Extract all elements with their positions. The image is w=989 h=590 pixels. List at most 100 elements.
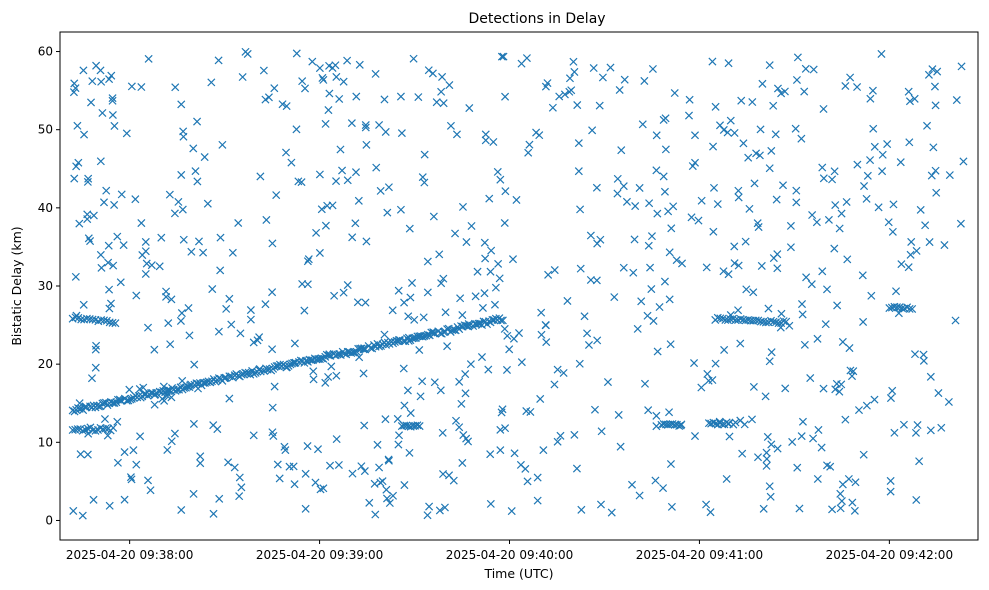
data-point (316, 485, 325, 494)
data-point (817, 443, 826, 452)
data-point (399, 364, 408, 373)
data-point (593, 239, 602, 248)
data-point (539, 446, 548, 455)
data-point (510, 449, 519, 458)
data-point (446, 121, 455, 130)
data-point (262, 215, 271, 224)
data-point (589, 64, 598, 73)
data-point (207, 78, 216, 87)
data-point (375, 342, 384, 351)
x-axis: 2025-04-20 09:38:00 2025-04-20 09:39:00 20… (66, 540, 953, 562)
data-point (559, 368, 568, 378)
data-point (105, 304, 114, 313)
data-point (163, 445, 172, 454)
data-point (951, 316, 960, 325)
data-point (319, 484, 328, 493)
data-point (576, 205, 585, 214)
data-point (414, 93, 423, 102)
data-point (836, 504, 845, 513)
data-point (491, 283, 500, 292)
data-point (758, 79, 767, 88)
data-point (868, 86, 877, 95)
data-point (779, 317, 788, 326)
data-point (269, 431, 278, 441)
data-point (484, 365, 493, 374)
x-axis-label: Time (UTC) (483, 566, 553, 581)
data-point (697, 196, 706, 205)
data-point (428, 69, 437, 78)
data-point (122, 129, 131, 138)
data-point (652, 411, 661, 420)
data-point (191, 167, 200, 176)
data-point (162, 292, 171, 301)
data-point (199, 248, 208, 257)
data-point (652, 166, 661, 175)
data-point (860, 182, 869, 191)
data-point (113, 417, 122, 426)
data-point (108, 94, 117, 103)
data-point (300, 84, 310, 93)
data-point (919, 350, 928, 359)
data-point (143, 323, 153, 332)
data-point (435, 250, 444, 259)
data-point (915, 457, 924, 466)
data-point (415, 345, 424, 355)
data-point (359, 369, 368, 378)
x-tick-label: 2025-04-20 09:41:00 (636, 548, 763, 562)
data-point (335, 94, 344, 104)
data-point (818, 267, 827, 276)
data-point (741, 237, 750, 246)
data-point (471, 292, 480, 301)
data-point (116, 396, 125, 405)
data-point (371, 69, 380, 78)
data-point (383, 208, 392, 217)
data-point (404, 333, 413, 342)
data-point (593, 336, 602, 345)
data-point (797, 432, 806, 441)
data-point (178, 376, 187, 385)
data-point (72, 162, 81, 171)
data-point (455, 377, 464, 386)
data-point (372, 163, 381, 172)
data-point (313, 445, 323, 454)
data-point (339, 288, 348, 297)
data-point (439, 470, 448, 479)
data-point (659, 115, 668, 124)
data-point (524, 148, 533, 157)
data-point (309, 375, 318, 384)
data-point (120, 448, 129, 457)
data-point (486, 267, 495, 276)
data-point (797, 134, 806, 143)
data-point (362, 140, 371, 149)
data-point (694, 216, 703, 225)
data-point (907, 237, 916, 246)
data-point (177, 170, 186, 179)
data-point (565, 74, 574, 83)
data-point (150, 400, 159, 409)
data-point (166, 340, 175, 349)
data-point (272, 191, 281, 200)
data-point (560, 90, 569, 99)
data-point (718, 314, 727, 323)
data-point (619, 263, 628, 272)
data-point (116, 278, 125, 287)
data-point (616, 442, 625, 451)
data-point (706, 508, 715, 517)
data-point (570, 67, 579, 76)
data-point (438, 72, 447, 81)
data-point (87, 374, 96, 383)
data-point (167, 295, 176, 304)
data-point (563, 296, 572, 305)
data-point (904, 87, 913, 96)
data-point (550, 380, 559, 389)
data-point (225, 294, 234, 303)
data-point (227, 320, 236, 329)
data-point (230, 463, 239, 472)
data-point (388, 491, 398, 500)
data-point (143, 476, 153, 485)
data-point (927, 171, 936, 180)
data-point (319, 75, 328, 84)
data-point (259, 66, 268, 75)
data-point (755, 151, 764, 160)
data-point (324, 106, 333, 115)
